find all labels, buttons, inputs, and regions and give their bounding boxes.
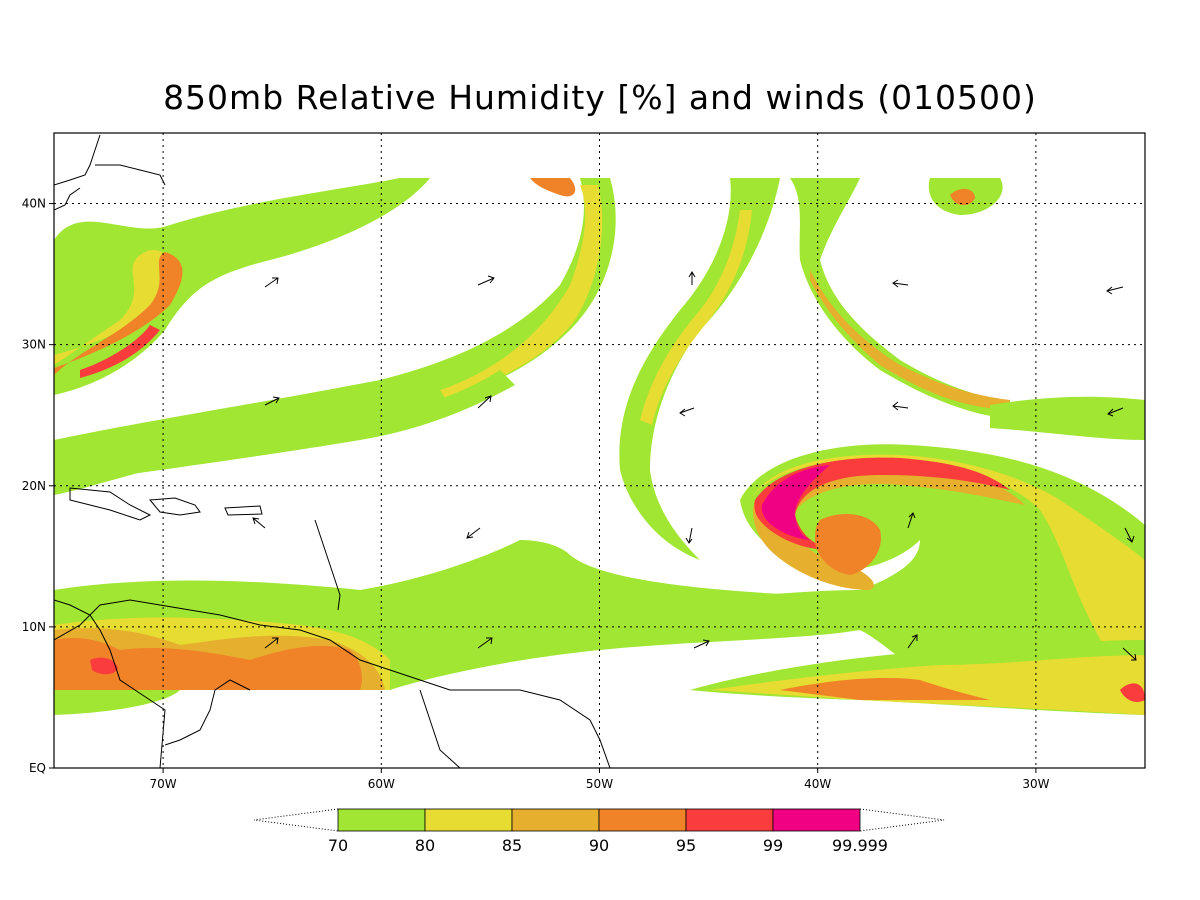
wind-arrow xyxy=(892,401,909,411)
lon-tick-label: 40W xyxy=(804,777,831,791)
wind-arrow xyxy=(477,395,492,409)
rh-band-central-80 xyxy=(440,185,603,398)
rh-band-subtrop xyxy=(54,370,515,485)
rh-band-east-2-85 xyxy=(810,270,1010,410)
wind-arrow xyxy=(477,637,493,649)
wind-arrow xyxy=(477,275,495,286)
rh-swirl-80 xyxy=(750,454,1145,700)
colorbar-segment xyxy=(424,808,513,832)
wind-arrow xyxy=(679,407,695,417)
rh-band-central xyxy=(54,178,616,495)
rh-band-east-right xyxy=(990,396,1145,440)
rh-itcz-95 xyxy=(90,657,118,675)
coastline-lesser-antilles xyxy=(314,519,341,611)
lon-tick-label: 30W xyxy=(1022,777,1049,791)
gridlines xyxy=(54,133,1145,768)
coastline-north-america xyxy=(54,134,166,211)
colorbar-label: 70 xyxy=(328,836,348,855)
colorbar-label: 95 xyxy=(676,836,696,855)
wind-arrow xyxy=(264,396,280,406)
coastline-puerto-rico xyxy=(224,505,263,516)
humidity-shading xyxy=(54,178,1145,715)
rh-band-ne-blob-90 xyxy=(950,188,975,206)
rh-band-central-90 xyxy=(530,178,576,197)
wind-arrow xyxy=(1122,647,1137,661)
rh-core-northwest-95 xyxy=(80,325,160,378)
wind-arrow xyxy=(688,271,696,285)
colorbar-extension-high xyxy=(859,808,945,832)
wind-arrow xyxy=(907,634,918,649)
lon-tick-label: 70W xyxy=(150,777,177,791)
rh-swirl-99 xyxy=(761,465,830,540)
wind-arrow xyxy=(1124,527,1135,543)
coastline-central-america xyxy=(54,599,166,768)
rh-itcz-90 xyxy=(54,638,362,690)
rh-swirl-85 xyxy=(753,462,1025,590)
rh-swirl-inner-90 xyxy=(815,514,881,575)
rh-band-south-east-95 xyxy=(1120,683,1145,702)
wind-arrow xyxy=(693,639,710,649)
rh-core-northwest-90 xyxy=(54,252,183,375)
rh-band-east-1 xyxy=(619,178,780,560)
colorbar-segment xyxy=(337,808,426,832)
rh-core-northwest-80 xyxy=(54,249,173,365)
colorbar-segment xyxy=(598,808,687,832)
longitude-tick-labels: 70W 60W 50W 40W 30W xyxy=(150,768,1050,791)
colorbar-label: 90 xyxy=(589,836,609,855)
wind-arrow xyxy=(685,527,693,544)
colorbar-segment xyxy=(685,808,774,832)
map-title: 850mb Relative Humidity [%] and winds (0… xyxy=(163,78,1037,117)
rh-band-south-east-90 xyxy=(780,678,990,700)
lon-tick-label: 50W xyxy=(586,777,613,791)
rh-itcz-southwest xyxy=(54,690,180,715)
rh-swirl-95 xyxy=(754,457,1010,550)
lat-tick-label: 20N xyxy=(22,479,46,493)
colorbar-segment xyxy=(772,808,861,832)
coastline-south-america xyxy=(54,599,611,768)
wind-arrow xyxy=(466,527,481,539)
coastline-hispaniola xyxy=(148,497,201,516)
coastlines xyxy=(54,134,611,768)
colorbar-label: 85 xyxy=(502,836,522,855)
lat-tick-label: 10N xyxy=(22,620,46,634)
coastline-cuba xyxy=(69,487,152,521)
wind-arrow xyxy=(264,637,279,649)
lat-tick-label: 30N xyxy=(22,338,46,352)
wind-arrow xyxy=(264,277,279,288)
wind-arrow xyxy=(892,279,909,288)
colorbar-label: 80 xyxy=(415,836,435,855)
colorbar: 70 80 85 90 95 99 99.999 xyxy=(253,808,945,855)
colorbar-label: 99.999 xyxy=(832,836,888,855)
wind-arrow xyxy=(252,517,266,529)
lon-tick-label: 60W xyxy=(368,777,395,791)
lat-tick-label: EQ xyxy=(29,761,46,775)
colorbar-segment xyxy=(511,808,600,832)
colorbar-label: 99 xyxy=(763,836,783,855)
wind-arrow xyxy=(1106,286,1124,295)
latitude-tick-labels: EQ 10N 20N 30N 40N xyxy=(22,197,54,775)
wind-arrow xyxy=(907,512,916,529)
rh-band-east-1-80 xyxy=(640,210,752,425)
wind-arrow xyxy=(1107,407,1124,417)
wind-vectors xyxy=(252,271,1137,661)
colorbar-extension-low xyxy=(253,808,339,832)
lat-tick-label: 40N xyxy=(22,197,46,211)
